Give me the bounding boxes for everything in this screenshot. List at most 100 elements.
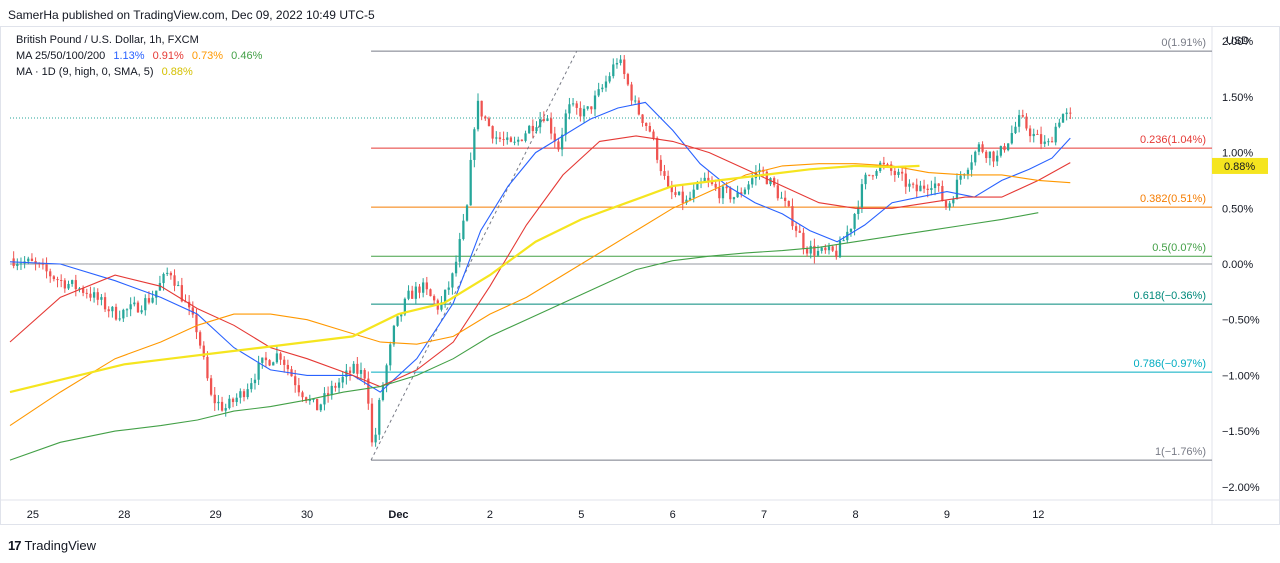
candle-up <box>443 289 447 303</box>
candle-up <box>586 106 589 109</box>
candle-up <box>118 318 121 320</box>
candle-up <box>396 316 399 326</box>
tradingview-footer[interactable]: 17 TradingView <box>8 538 96 553</box>
currency-label: USD <box>1226 35 1249 47</box>
candle-up <box>422 282 425 293</box>
candle-up <box>341 376 344 383</box>
fib-label-0.236: 0.236(1.04%) <box>1140 134 1206 146</box>
candle-down <box>169 272 173 276</box>
candle-down <box>645 123 648 127</box>
candle-up <box>92 292 96 298</box>
price-badge-label: 0.88% <box>1224 161 1255 173</box>
candle-up <box>974 151 977 163</box>
candle-up <box>454 261 458 274</box>
candle-up <box>177 285 180 287</box>
candle-up <box>933 183 937 189</box>
candle-down <box>868 174 871 176</box>
ma-line-0 <box>9 101 1071 393</box>
candle-down <box>941 185 944 201</box>
candle-down <box>623 59 626 75</box>
candle-down <box>294 376 297 386</box>
candle-down <box>531 125 534 132</box>
candle-up <box>996 155 999 162</box>
candle-up <box>151 297 154 303</box>
candle-down <box>491 126 494 139</box>
ma-line-1 <box>9 135 1071 388</box>
candle-down <box>173 275 176 286</box>
candle-up <box>593 95 597 110</box>
candle-up <box>948 203 951 208</box>
candle-up <box>535 127 538 132</box>
fibonacci-labels: 0(1.91%) 0.236(1.04%) 0.382(0.51%) 0.5(0.07… <box>1134 37 1206 458</box>
candle-down <box>41 263 45 265</box>
candle-up <box>476 100 480 130</box>
candle-up <box>1061 114 1065 123</box>
candle-down <box>34 260 37 264</box>
fib-trendline <box>370 50 578 461</box>
fibonacci-retracement[interactable] <box>370 50 1212 461</box>
ma50-value: 0.91% <box>152 50 184 62</box>
candle-down <box>279 353 282 360</box>
candle-down <box>557 141 560 150</box>
candle-down <box>49 271 52 277</box>
ma1d-row[interactable]: MA · 1D (9, high, 0, SMA, 5) 0.88% <box>16 64 262 80</box>
x-tick-label: 9 <box>944 509 950 521</box>
candle-up <box>246 389 249 398</box>
candle-down <box>107 309 110 312</box>
candle-down <box>937 183 940 186</box>
candle-up <box>568 104 571 114</box>
candle-up <box>506 137 509 140</box>
candle-down <box>765 171 768 185</box>
candle-down <box>674 192 677 195</box>
candle-down <box>652 131 655 138</box>
candle-down <box>666 175 670 187</box>
ma-row[interactable]: MA 25/50/100/200 1.13% 0.91% 0.73% 0.46% <box>16 48 262 64</box>
candle-down <box>641 114 644 124</box>
candle-up <box>696 183 699 190</box>
candle-up <box>166 272 169 274</box>
candle-up <box>67 283 70 289</box>
candle-down <box>242 391 246 398</box>
candle-down <box>900 171 904 174</box>
candle-up <box>597 89 600 96</box>
y-tick-label: 0.50% <box>1222 203 1253 215</box>
candle-down <box>188 301 191 308</box>
candle-up <box>1058 122 1061 127</box>
tradingview-brand: TradingView <box>24 538 97 553</box>
candle-up <box>732 197 736 200</box>
candle-down <box>334 385 337 388</box>
candle-down <box>805 248 809 254</box>
x-tick-label: 6 <box>670 509 676 521</box>
candle-down <box>707 177 710 181</box>
candle-down <box>1050 141 1054 143</box>
candle-down <box>542 119 545 121</box>
candle-down <box>944 200 948 208</box>
candle-up <box>692 189 695 198</box>
candle-up <box>849 228 853 232</box>
candle-up <box>144 298 147 311</box>
candle-down <box>147 298 151 303</box>
candle-up <box>838 240 842 258</box>
candle-down <box>305 397 308 402</box>
candle-up <box>27 258 30 262</box>
price-chart[interactable]: 0(1.91%) 0.236(1.04%) 0.382(0.51%) 0.5(0.07… <box>0 26 1280 526</box>
candle-up <box>1047 141 1050 143</box>
candle-down <box>926 188 929 191</box>
candle-up <box>780 197 783 199</box>
ma200-value: 0.46% <box>231 50 263 62</box>
candle-up <box>100 297 103 300</box>
candle-up <box>524 133 527 141</box>
candle-up <box>392 325 396 345</box>
x-tick-label: 7 <box>761 509 767 521</box>
candle-down <box>52 276 56 280</box>
candle-up <box>1014 126 1017 134</box>
fib-label-1: 1(−1.76%) <box>1155 446 1206 458</box>
y-tick-label: 2.00% <box>1222 36 1253 48</box>
candle-up <box>601 87 604 90</box>
candle-down <box>985 151 988 159</box>
candle-up <box>908 183 911 187</box>
time-axis[interactable]: 25 28 29 30 Dec 2 5 6 7 8 9 12 <box>27 509 1045 521</box>
symbol-row[interactable]: British Pound / U.S. Dollar, 1h, FXCM <box>16 32 262 48</box>
candle-down <box>30 258 34 261</box>
